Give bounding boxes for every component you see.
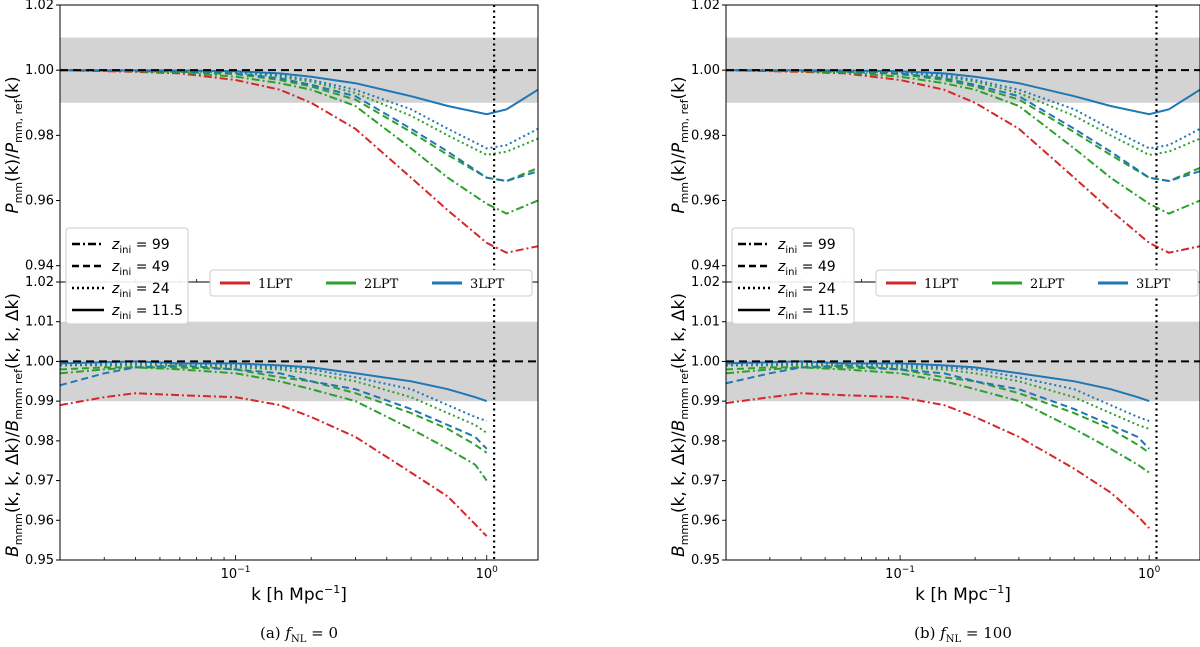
y-tick-label: 0.96 xyxy=(25,194,54,209)
x-tick-label: 100 xyxy=(1138,565,1161,582)
legend-series-label: 3LPT xyxy=(1136,277,1171,292)
panel-a-top: 1.02 1.00 0.98 0.96 0.94 xyxy=(25,0,539,283)
y-tick-label: 0.96 xyxy=(691,513,720,528)
legend-series-label: 1LPT xyxy=(258,277,293,292)
y-axis-label-bottom: Bmmm(k, k, Δk)/Bmmm ref(k, k, Δk) xyxy=(3,293,25,557)
legend-zini: zini = 99 zini = 49 zini = 24 zini = 11.5 xyxy=(731,227,855,325)
y-axis-label-bottom: Bmmm(k, k, Δk)/Bmmm ref(k, k, Δk) xyxy=(669,293,691,557)
legend-label: zini = 49 xyxy=(777,259,836,278)
y-tick-label: 1.02 xyxy=(25,275,54,290)
y-tick-label: 1.02 xyxy=(25,0,54,13)
y-tick-label: 0.98 xyxy=(25,434,54,449)
y-tick-label: 0.95 xyxy=(25,553,54,568)
y-tick-label: 0.94 xyxy=(691,259,720,274)
series-line-2lpt-z-ini-24 xyxy=(726,364,1150,430)
x-axis-label: k [h Mpc−1] xyxy=(251,583,347,605)
series-line-3lpt-z-ini-11-5 xyxy=(60,360,488,403)
y-tick-label: 1.00 xyxy=(691,354,720,369)
legend-label: zini = 49 xyxy=(111,259,170,278)
series-line-3lpt-z-ini-49 xyxy=(60,364,488,450)
y-tick-label: 0.96 xyxy=(691,194,720,209)
legend-series-label: 2LPT xyxy=(1030,277,1065,292)
legend-box xyxy=(65,227,189,325)
panels: 1.021.000.980.960.941.021.011.000.990.98… xyxy=(3,0,1200,645)
panel-b-top: 1.02 1.00 0.98 0.96 0.94 xyxy=(691,0,1200,283)
legend-label: zini = 11.5 xyxy=(777,303,849,322)
legend-box xyxy=(209,269,533,297)
legend-label: zini = 24 xyxy=(777,281,836,300)
legend-box xyxy=(731,227,855,325)
y-tick-label: 1.00 xyxy=(691,63,720,78)
legend-series-label: 1LPT xyxy=(924,277,959,292)
legend-label: zini = 24 xyxy=(111,281,170,300)
figure-caption: (a) fNL = 0 xyxy=(260,624,338,645)
y-tick-label: 0.98 xyxy=(691,128,720,143)
legend-box xyxy=(875,269,1199,297)
series-line-2lpt-z-ini-49 xyxy=(60,366,488,454)
series-line-1lpt-z-ini-99 xyxy=(726,69,1200,254)
legend-label: zini = 11.5 xyxy=(111,303,183,322)
y-tick-label: 0.97 xyxy=(691,474,720,489)
legend-label: zini = 99 xyxy=(111,237,170,256)
y-tick-label: 1.01 xyxy=(25,315,54,330)
y-tick-label: 0.99 xyxy=(25,394,54,409)
x-axis-label: k [h Mpc−1] xyxy=(915,583,1011,605)
y-tick-label: 1.02 xyxy=(691,275,720,290)
series-line-3lpt-z-ini-49 xyxy=(60,69,538,183)
y-tick-label: 1.02 xyxy=(691,0,720,13)
x-tick-label: 100 xyxy=(476,565,499,582)
series-group xyxy=(60,69,538,254)
y-tick-label: 1.00 xyxy=(25,63,54,78)
figure-caption: (b) fNL = 100 xyxy=(914,624,1012,645)
series-line-1lpt-z-ini-99 xyxy=(726,392,1150,529)
series-line-1lpt-z-ini-99 xyxy=(60,392,488,537)
y-axis-label-top: Pmm(k)/Pmm, ref(k) xyxy=(669,76,691,213)
series-group xyxy=(60,360,488,537)
series-line-2lpt-z-ini-24 xyxy=(60,364,488,434)
x-tick-label: 10−1 xyxy=(221,565,251,582)
legend-series-label: 2LPT xyxy=(364,277,399,292)
series-line-3lpt-z-ini-11-5 xyxy=(726,360,1150,403)
y-tick-label: 1.00 xyxy=(25,354,54,369)
y-tick-label: 0.94 xyxy=(25,259,54,274)
legend-zini: zini = 99 zini = 49 zini = 24 zini = 11.5 xyxy=(65,227,189,325)
y-axis-label-top: Pmm(k)/Pmm, ref(k) xyxy=(3,76,25,213)
series-line-3lpt-z-ini-49 xyxy=(726,364,1150,450)
panel-b-bottom: 1.02 1.01 1.00 0.99 0.98 0.97 0.96 0.95 10−1 100 xyxy=(691,275,1200,582)
legend-lpt: 1LPT 2LPT 3LPT xyxy=(209,269,533,297)
y-tick-label: 0.97 xyxy=(25,474,54,489)
series-line-3lpt-z-ini-11-5 xyxy=(726,69,1200,116)
y-tick-label: 0.99 xyxy=(691,394,720,409)
series-line-2lpt-z-ini-49 xyxy=(726,366,1150,454)
series-line-3lpt-z-ini-24 xyxy=(60,69,538,150)
x-tick-label: 10−1 xyxy=(885,565,915,582)
series-group xyxy=(726,360,1150,529)
legend-label: zini = 99 xyxy=(777,237,836,256)
series-line-2lpt-z-ini-99 xyxy=(726,69,1200,215)
y-tick-label: 1.01 xyxy=(691,315,720,330)
y-tick-label: 0.98 xyxy=(691,434,720,449)
y-tick-label: 0.96 xyxy=(25,513,54,528)
panel-a-bottom: 1.02 1.01 1.00 0.99 0.98 0.97 0.96 0.95 10−1 100 xyxy=(25,275,539,582)
y-tick-label: 0.95 xyxy=(691,553,720,568)
legend-lpt: 1LPT 2LPT 3LPT xyxy=(875,269,1199,297)
y-tick-label: 0.98 xyxy=(25,128,54,143)
legend-series-label: 3LPT xyxy=(470,277,505,292)
